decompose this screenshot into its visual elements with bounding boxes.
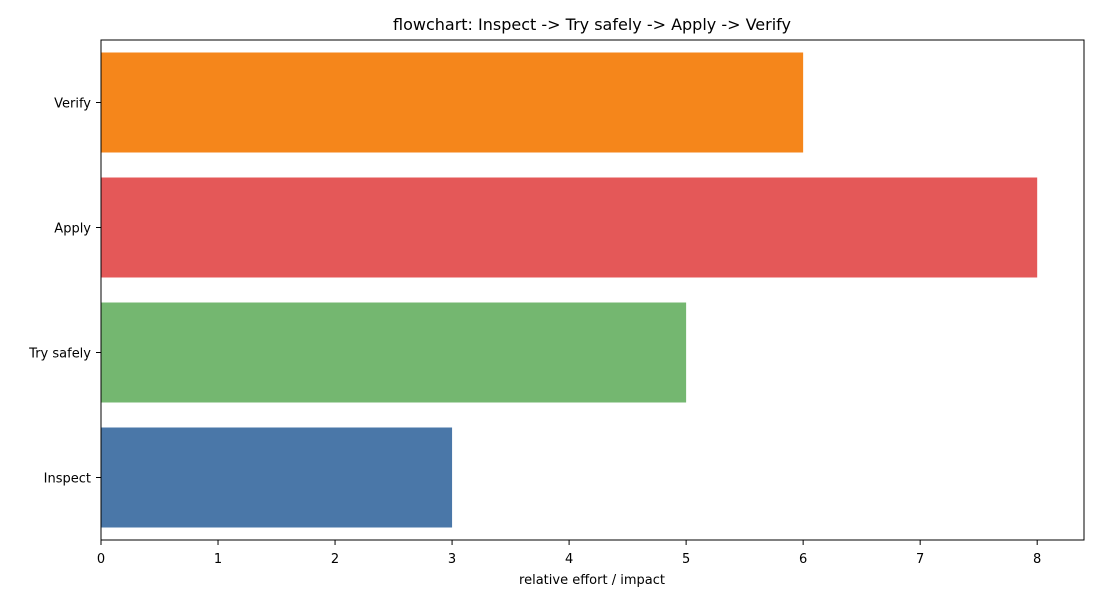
x-tick-label-6: 6 bbox=[799, 552, 807, 567]
y-tick-label-try-safely: Try safely bbox=[28, 347, 91, 362]
x-tick-label-3: 3 bbox=[448, 552, 456, 567]
bar-inspect bbox=[101, 427, 453, 528]
x-tick-label-0: 0 bbox=[97, 552, 105, 567]
x-tick-label-8: 8 bbox=[1033, 552, 1041, 567]
x-tick-label-7: 7 bbox=[916, 552, 924, 567]
x-axis: 0 1 2 3 4 5 6 7 8 bbox=[97, 540, 1041, 567]
chart-title: flowchart: Inspect -> Try safely -> Appl… bbox=[393, 15, 791, 34]
x-tick-label-2: 2 bbox=[331, 552, 339, 567]
x-tick-label-4: 4 bbox=[565, 552, 573, 567]
bars-layer bbox=[101, 52, 1038, 528]
x-axis-label: relative effort / impact bbox=[519, 573, 665, 588]
y-tick-label-apply: Apply bbox=[54, 222, 91, 237]
bar-try-safely bbox=[101, 302, 687, 403]
y-tick-label-verify: Verify bbox=[54, 97, 91, 112]
bar-apply bbox=[101, 177, 1038, 278]
x-tick-label-1: 1 bbox=[214, 552, 222, 567]
bar-verify bbox=[101, 52, 804, 153]
x-tick-label-5: 5 bbox=[682, 552, 690, 567]
y-axis: Inspect Try safely Apply Verify bbox=[28, 97, 101, 487]
y-tick-label-inspect: Inspect bbox=[44, 472, 91, 487]
axes-frame bbox=[100, 39, 1085, 541]
